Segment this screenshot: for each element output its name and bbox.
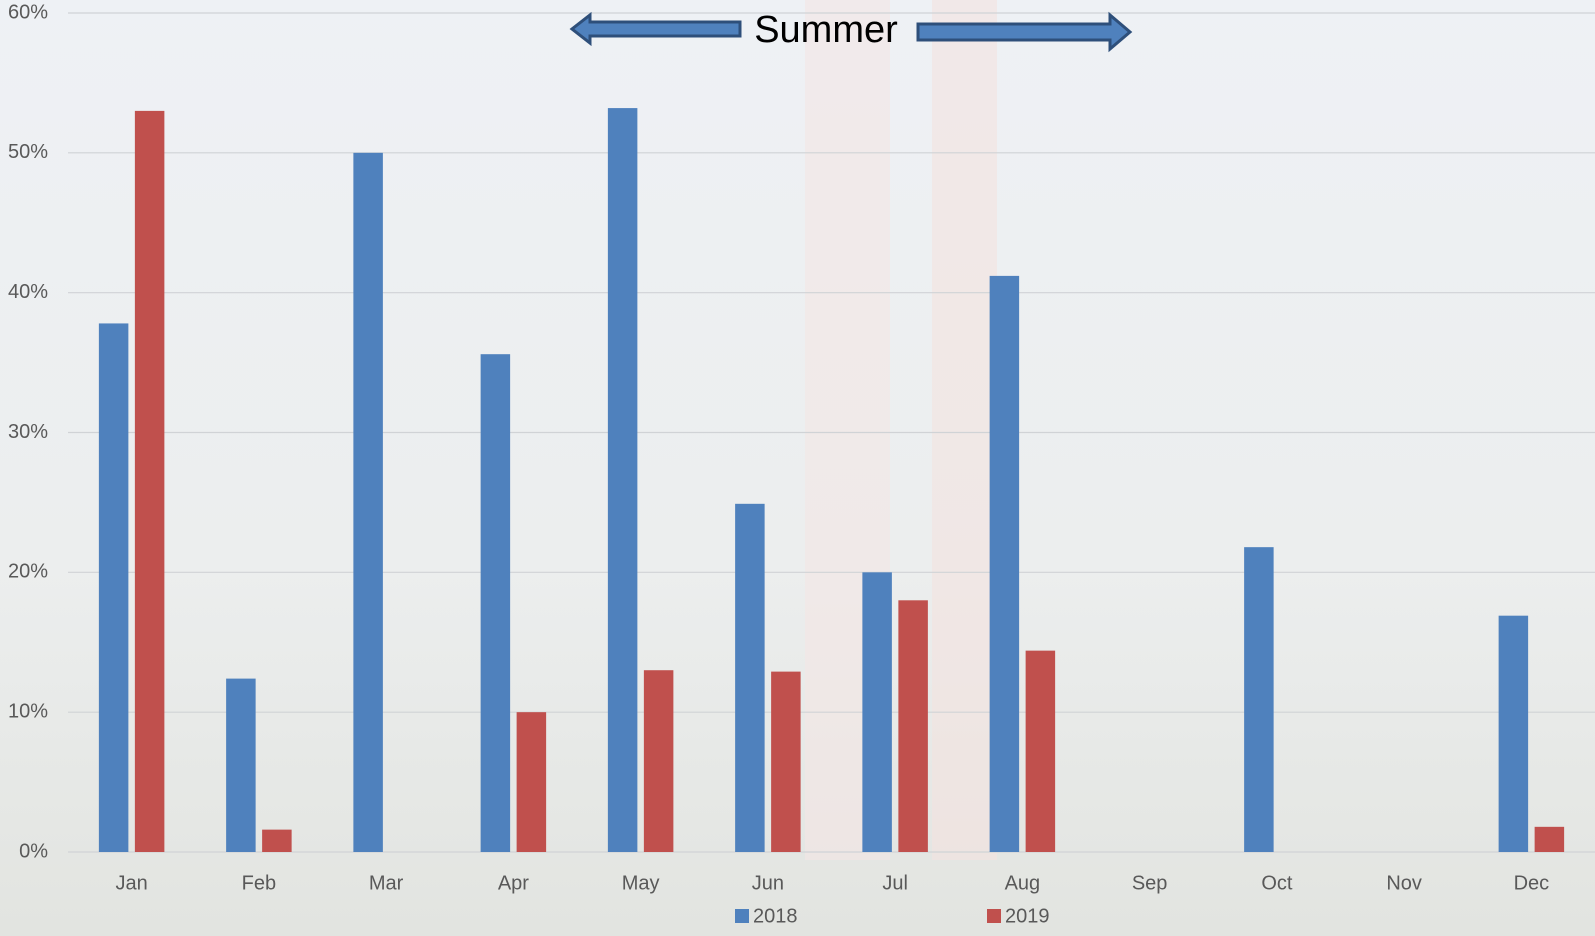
x-tick-label: Oct — [1261, 872, 1293, 894]
grid: 0% 10% 20% 30% 40% 50% 60% Jan Feb Mar Apr May Jun Ju… — [8, 1, 1595, 927]
x-tick-label: Mar — [369, 872, 404, 894]
bar — [989, 275, 1020, 852]
bar — [607, 108, 638, 852]
x-tick-label: Dec — [1514, 872, 1550, 894]
arrow-right — [916, 11, 1133, 53]
y-tick-label: 20% — [8, 561, 48, 583]
x-tick-label: Apr — [498, 872, 529, 894]
y-tick-label: 10% — [8, 700, 48, 722]
bar — [771, 671, 801, 852]
x-tick-label: Jul — [882, 872, 908, 894]
x-tick-label: Aug — [1005, 872, 1041, 894]
bar — [134, 110, 165, 853]
bar — [98, 323, 129, 852]
bar — [1025, 650, 1056, 852]
bar — [1534, 826, 1565, 852]
bar — [516, 712, 547, 852]
bar — [735, 503, 765, 852]
bar — [898, 600, 928, 852]
y-tick-label: 30% — [8, 421, 48, 443]
annotation: Summer — [754, 9, 898, 51]
x-tick-label: Feb — [242, 872, 276, 894]
legend-label: 2019 — [1005, 905, 1050, 927]
x-tick-label: May — [622, 872, 660, 894]
bar — [262, 829, 292, 852]
bar — [353, 152, 383, 853]
legend-swatch — [987, 909, 1001, 923]
x-tick-label: Sep — [1132, 872, 1168, 894]
bar — [1244, 547, 1274, 852]
background-chimney — [932, 0, 997, 860]
bar — [862, 572, 892, 852]
legend-label: 2018 — [753, 905, 798, 927]
bars — [98, 108, 1565, 853]
bar — [480, 354, 511, 852]
y-tick-label: 60% — [8, 1, 48, 23]
bar — [643, 670, 674, 852]
y-tick-label: 40% — [8, 281, 48, 303]
x-tick-label: Nov — [1386, 872, 1422, 894]
y-tick-label: 0% — [19, 840, 48, 862]
bar — [226, 678, 256, 852]
x-tick-label: Jun — [752, 872, 784, 894]
x-tick-label: Jan — [116, 872, 148, 894]
legend-swatch — [735, 909, 749, 923]
bar — [1498, 615, 1529, 852]
y-tick-label: 50% — [8, 141, 48, 163]
arrow-left — [569, 11, 742, 47]
